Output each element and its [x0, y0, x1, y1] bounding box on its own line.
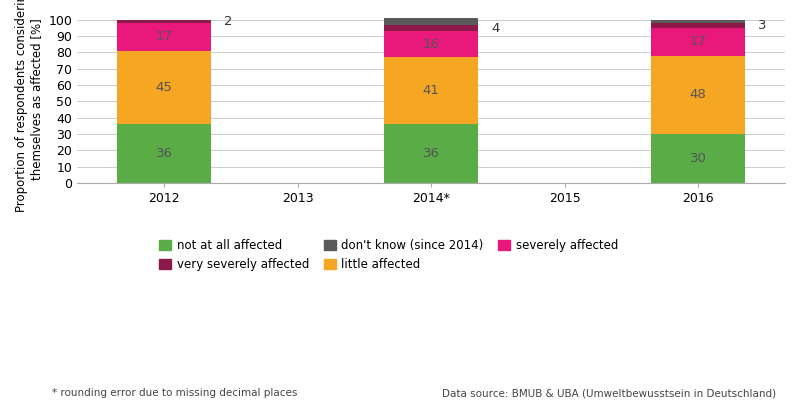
Text: 16: 16: [422, 38, 439, 51]
Y-axis label: Proportion of respondents considering
themselves as affected [%]: Proportion of respondents considering th…: [15, 0, 43, 212]
Bar: [385, 25, 478, 31]
Text: 45: 45: [156, 81, 173, 94]
Text: 4: 4: [491, 22, 500, 34]
Bar: [118, 51, 211, 124]
Bar: [385, 57, 478, 124]
Bar: [385, 31, 478, 57]
Bar: [651, 56, 745, 134]
Text: Data source: BMUB & UBA (Umweltbewusstsein in Deutschland): Data source: BMUB & UBA (Umweltbewusstse…: [442, 388, 776, 398]
Bar: [118, 23, 211, 51]
Text: 36: 36: [156, 147, 173, 160]
Bar: [118, 20, 211, 23]
Text: * rounding error due to missing decimal places: * rounding error due to missing decimal …: [52, 388, 298, 398]
Bar: [118, 124, 211, 183]
Bar: [651, 20, 745, 23]
Bar: [651, 23, 745, 28]
Bar: [385, 124, 478, 183]
Bar: [651, 134, 745, 183]
Text: 2: 2: [224, 15, 233, 28]
Text: 17: 17: [155, 30, 173, 44]
Bar: [651, 28, 745, 56]
Bar: [385, 18, 478, 25]
Text: 48: 48: [690, 88, 706, 101]
Text: 3: 3: [758, 19, 766, 32]
Text: 41: 41: [422, 84, 439, 97]
Text: 36: 36: [422, 147, 439, 160]
Text: 30: 30: [690, 152, 706, 165]
Text: 17: 17: [690, 35, 706, 48]
Legend: not at all affected, very severely affected, don't know (since 2014), little aff: not at all affected, very severely affec…: [159, 239, 618, 271]
